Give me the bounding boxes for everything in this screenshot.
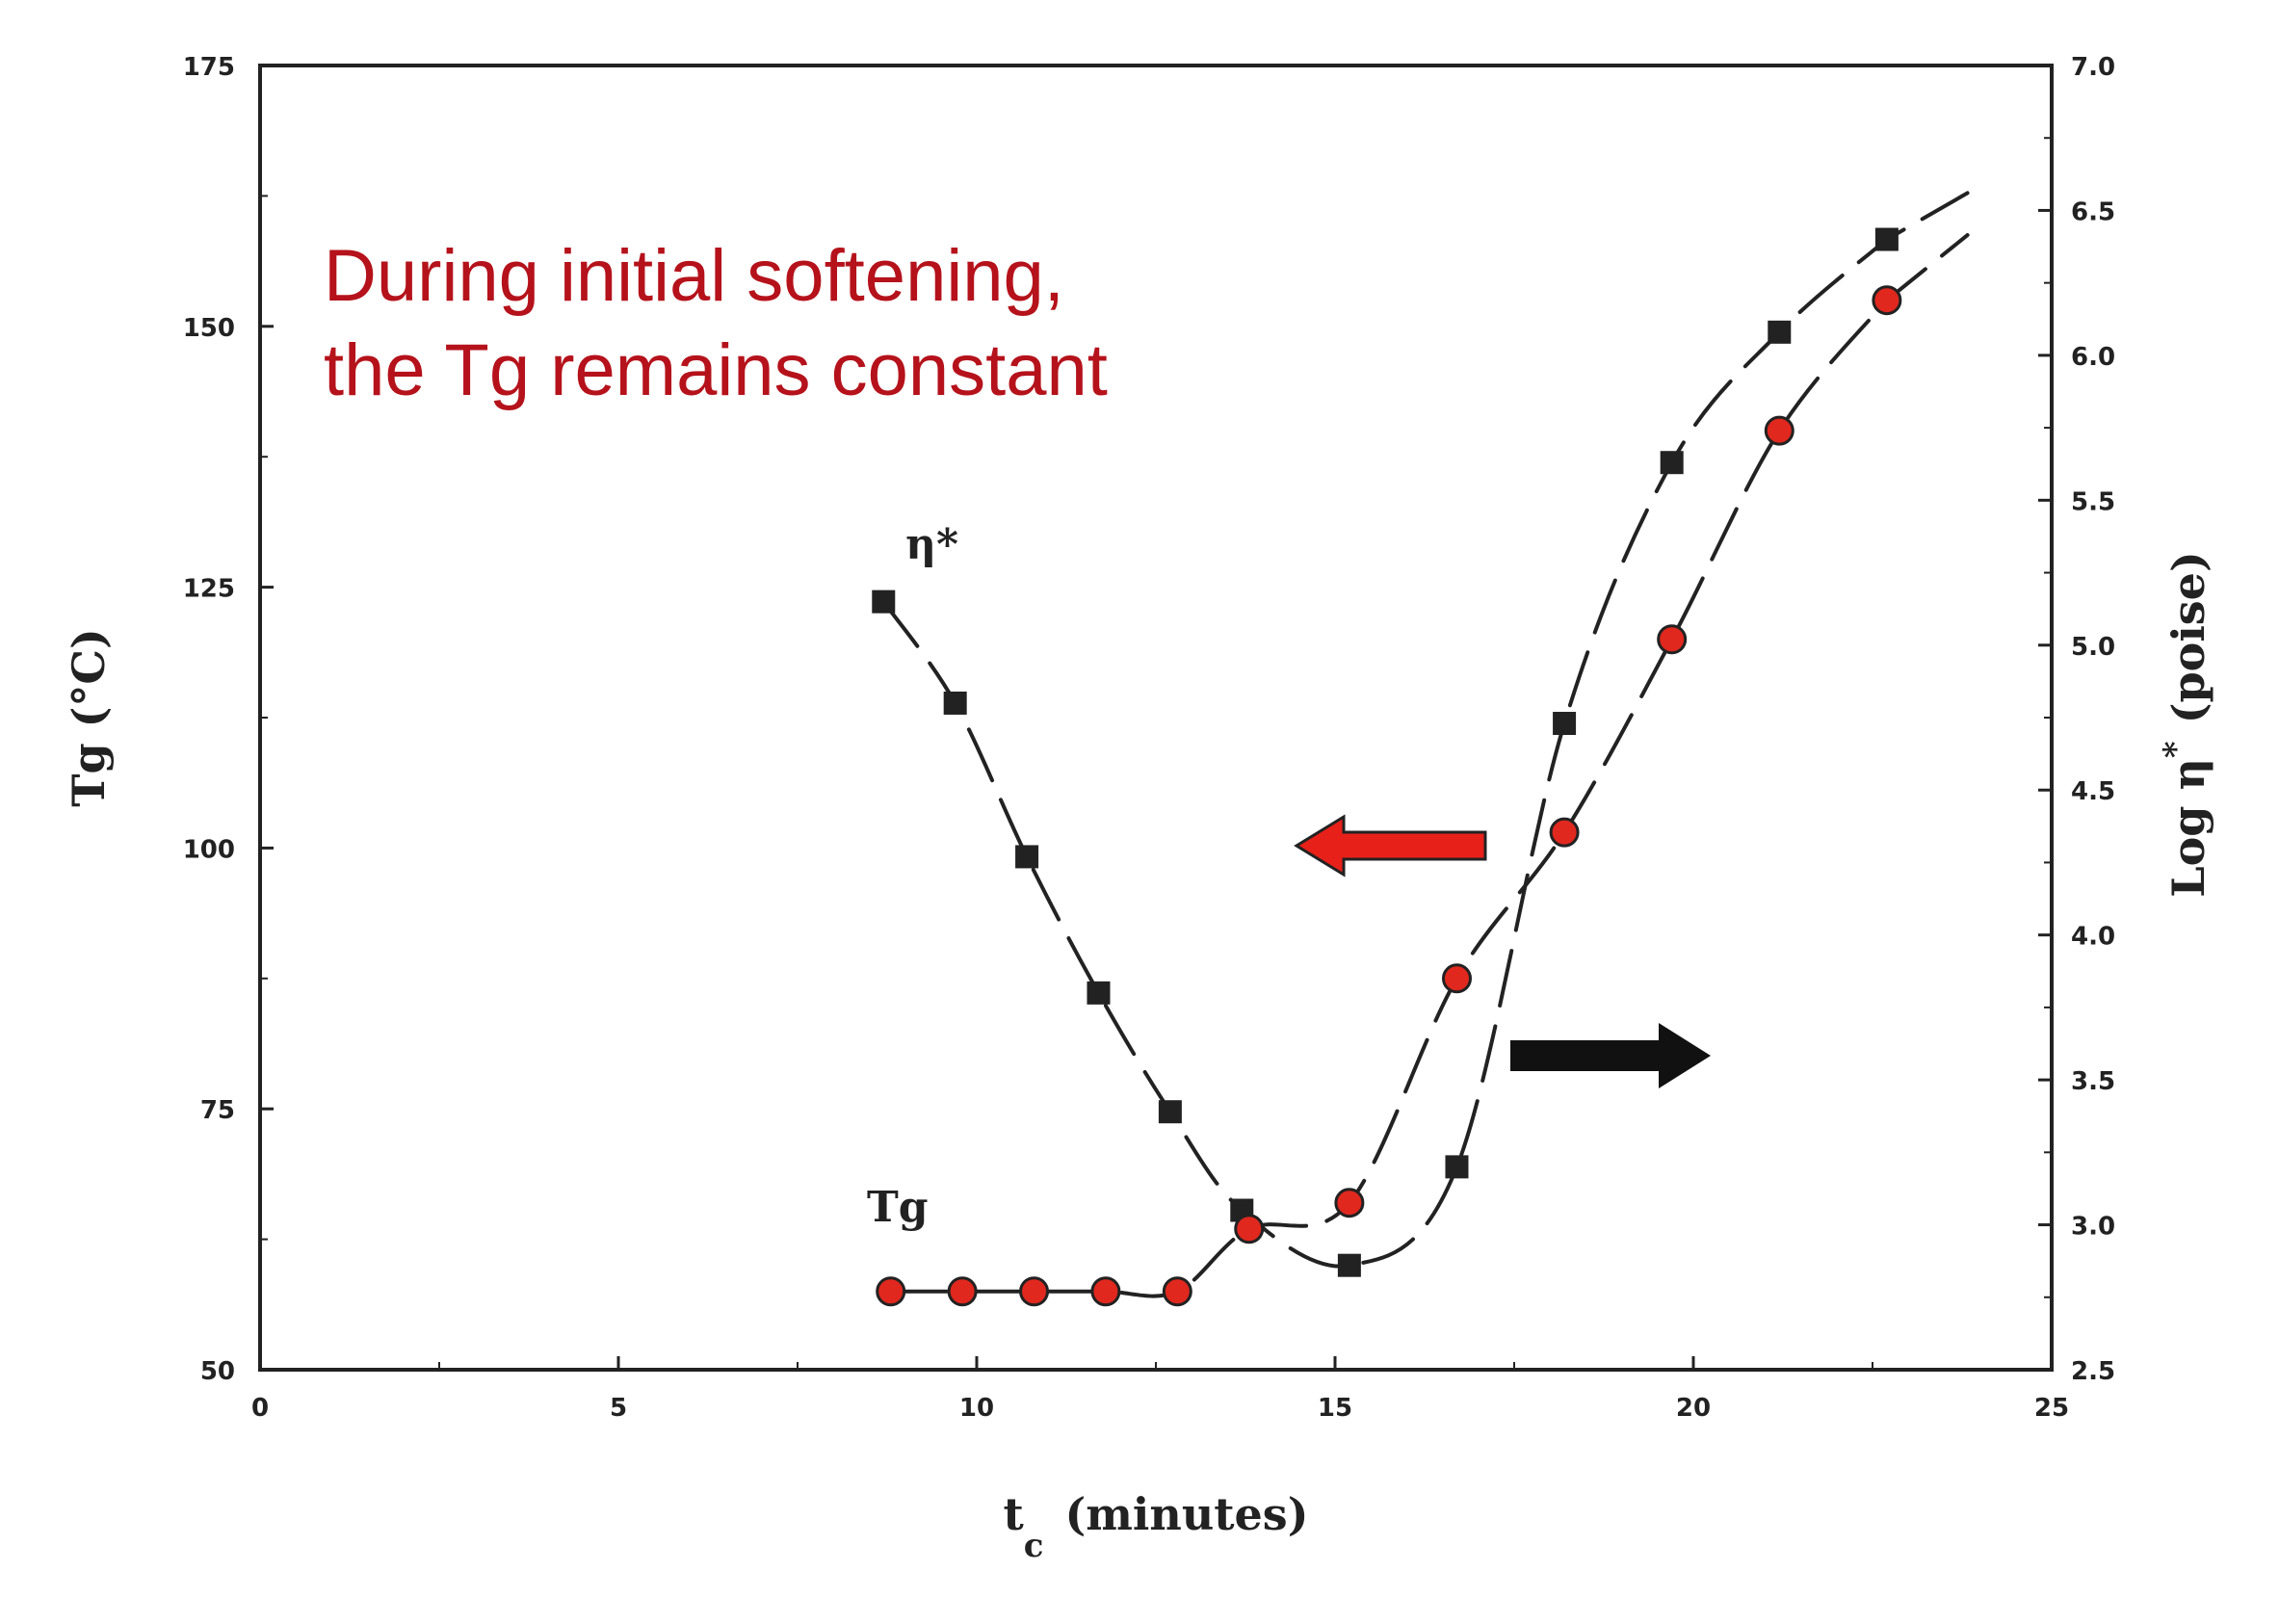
tg-point bbox=[1334, 1188, 1365, 1218]
right-axis-title-main: Log η bbox=[2162, 758, 2214, 898]
tg-point bbox=[1090, 1276, 1121, 1307]
x-tick-label: 10 bbox=[959, 1394, 994, 1423]
eta-point bbox=[1445, 1155, 1469, 1179]
tg-point bbox=[1162, 1276, 1192, 1307]
x-axis-title-rest: (minutes) bbox=[1064, 1488, 1308, 1540]
x-axis-title-main: t bbox=[1004, 1488, 1025, 1540]
left-tick-label: 125 bbox=[183, 575, 235, 604]
right-axis-title: Log η* (poise) bbox=[2157, 551, 2214, 897]
series-markers bbox=[872, 227, 1902, 1307]
black-arrow-right bbox=[1510, 1023, 1711, 1088]
x-tick-label: 25 bbox=[2034, 1394, 2069, 1423]
right-tick-label: 5.5 bbox=[2071, 487, 2115, 516]
tg-point bbox=[1764, 415, 1794, 446]
tg-point bbox=[1019, 1276, 1050, 1307]
right-axis-title-rest: (poise) bbox=[2162, 551, 2214, 723]
series-line bbox=[881, 191, 1970, 1269]
tg-point bbox=[1549, 817, 1580, 848]
left-tick-label: 75 bbox=[200, 1096, 235, 1125]
left-axis-title: Tg (°C) bbox=[63, 628, 115, 807]
x-tick-label: 5 bbox=[610, 1394, 627, 1423]
x-tick-label: 20 bbox=[1676, 1394, 1711, 1423]
right-axis-ticks: 2.5 3.0 3.5 4.0 4.5 5.0 5.5 6.0 6.5 7.0 bbox=[2038, 53, 2115, 1386]
x-tick-label: 15 bbox=[1318, 1394, 1352, 1423]
series-label-eta: η* bbox=[905, 520, 958, 569]
right-tick-label: 3.0 bbox=[2071, 1213, 2115, 1242]
eta-point bbox=[1337, 1253, 1361, 1277]
eta-point bbox=[1553, 712, 1577, 736]
left-axis-ticks: 50 75 100 125 150 175 bbox=[183, 53, 274, 1386]
x-tick-label: 0 bbox=[251, 1394, 269, 1423]
x-axis-ticks: 0 5 10 15 20 25 bbox=[251, 1356, 2069, 1423]
left-tick-label: 100 bbox=[183, 835, 235, 864]
right-tick-label: 4.5 bbox=[2071, 777, 2115, 806]
tg-point bbox=[1657, 624, 1688, 655]
tg-point bbox=[1234, 1214, 1265, 1244]
red-arrow-left bbox=[1294, 814, 1487, 877]
series-curves bbox=[881, 191, 1970, 1298]
eta-point bbox=[1768, 320, 1792, 344]
x-axis-title-sub: c bbox=[1024, 1527, 1044, 1565]
right-tick-label: 6.0 bbox=[2071, 343, 2115, 372]
eta-point bbox=[872, 589, 896, 614]
tg-point bbox=[947, 1276, 978, 1307]
right-axis-title-sup: * bbox=[2157, 741, 2195, 758]
right-tick-label: 3.5 bbox=[2071, 1067, 2115, 1096]
annotation-line-2: the Tg remains constant bbox=[324, 329, 1108, 411]
right-tick-label: 5.0 bbox=[2071, 633, 2115, 662]
eta-point bbox=[943, 691, 967, 715]
annotation-line-1: During initial softening, bbox=[324, 235, 1064, 317]
right-tick-label: 6.5 bbox=[2071, 197, 2115, 226]
tg-point bbox=[1872, 285, 1902, 316]
left-tick-label: 175 bbox=[183, 53, 235, 82]
right-tick-label: 4.0 bbox=[2071, 923, 2115, 952]
left-tick-label: 150 bbox=[183, 314, 235, 343]
tg-point bbox=[1441, 963, 1472, 994]
left-tick-label: 50 bbox=[200, 1357, 235, 1386]
eta-point bbox=[1015, 845, 1039, 869]
series-line bbox=[888, 233, 1970, 1298]
x-axis-title: tc (minutes) bbox=[1004, 1488, 1309, 1565]
eta-point bbox=[1158, 1100, 1182, 1124]
right-tick-label: 7.0 bbox=[2071, 53, 2115, 82]
right-tick-label: 2.5 bbox=[2071, 1357, 2115, 1386]
series-label-tg: Tg bbox=[867, 1183, 929, 1232]
tg-point bbox=[876, 1276, 906, 1307]
eta-point bbox=[1874, 227, 1899, 251]
eta-point bbox=[1087, 981, 1111, 1005]
eta-point bbox=[1660, 451, 1684, 475]
